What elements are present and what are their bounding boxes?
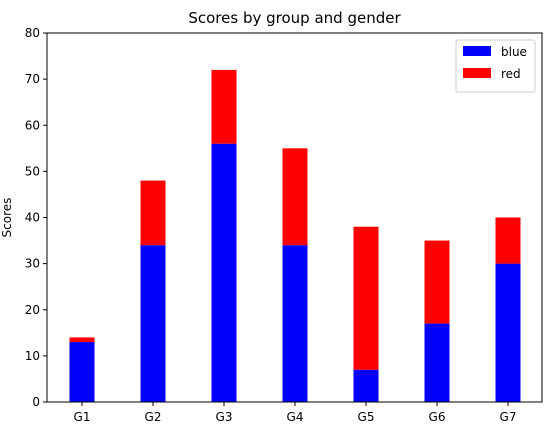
y-tick-label: 0 <box>32 395 40 409</box>
legend-label-red: red <box>501 67 521 81</box>
bar-red-g7 <box>495 217 521 264</box>
x-tick-label: G7 <box>500 410 517 424</box>
y-tick-label: 70 <box>25 72 40 86</box>
y-tick-label: 30 <box>25 257 40 271</box>
chart-title: Scores by group and gender <box>188 9 401 27</box>
bar-red-g3 <box>211 69 237 144</box>
y-tick-label: 80 <box>25 26 40 40</box>
bar-red-g1 <box>69 337 95 343</box>
y-tick-label: 20 <box>25 303 40 317</box>
bar-blue-g4 <box>282 245 308 402</box>
legend-swatch-red <box>463 68 491 78</box>
x-tick-label: G3 <box>216 410 233 424</box>
y-tick-label: 40 <box>25 211 40 225</box>
y-axis-ticks: 0 10 20 30 40 50 60 70 80 <box>25 26 47 409</box>
bar-blue-g5 <box>353 369 379 402</box>
x-tick-label: G5 <box>358 410 375 424</box>
bar-blue-g1 <box>69 342 95 402</box>
y-axis-title: Scores <box>0 198 14 238</box>
plot-frame <box>46 32 543 403</box>
bar-red-g2 <box>140 180 166 246</box>
x-tick-label: G4 <box>287 410 304 424</box>
bar-red-g6 <box>424 240 450 324</box>
x-tick-label: G2 <box>145 410 162 424</box>
y-tick-label: 60 <box>25 118 40 132</box>
bar-red-g4 <box>282 148 308 246</box>
legend-label-blue: blue <box>501 45 527 59</box>
bars-layer <box>69 69 521 402</box>
x-axis-ticks: G1 G2 G3 G4 G5 G6 G7 <box>74 402 517 424</box>
y-tick-label: 10 <box>25 349 40 363</box>
bar-blue-g2 <box>140 245 166 402</box>
bar-blue-g6 <box>424 323 450 402</box>
y-tick-label: 50 <box>25 164 40 178</box>
legend: blue red <box>455 39 536 93</box>
x-tick-label: G6 <box>429 410 446 424</box>
legend-swatch-blue <box>463 46 491 56</box>
bar-red-g5 <box>353 226 379 370</box>
bar-blue-g7 <box>495 263 521 402</box>
x-tick-label: G1 <box>74 410 91 424</box>
bar-blue-g3 <box>211 143 237 402</box>
